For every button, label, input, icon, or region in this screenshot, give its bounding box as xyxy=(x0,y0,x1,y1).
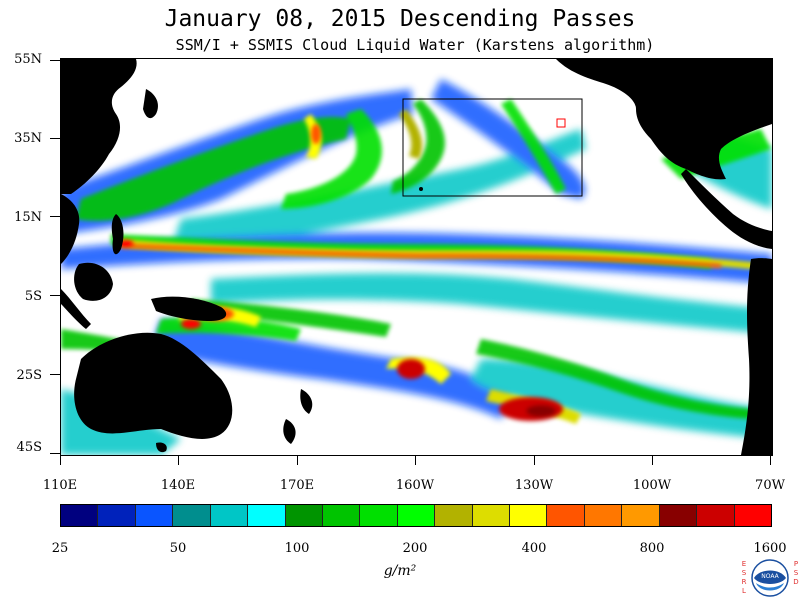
lon-tick xyxy=(297,455,298,465)
lon-tick xyxy=(178,455,179,465)
lat-label-5s: 5S xyxy=(24,289,42,304)
colorbar-swatch xyxy=(510,505,548,526)
lat-label-25s: 25S xyxy=(16,368,42,383)
colorbar-label-50: 50 xyxy=(169,541,187,556)
lat-label-15n: 15N xyxy=(14,210,42,225)
units-label: g/m² xyxy=(383,563,417,579)
lon-label-70w: 70W xyxy=(755,478,785,493)
philippines-land xyxy=(111,214,124,255)
cloud-water-map xyxy=(60,58,773,456)
lat-label-35n: 35N xyxy=(14,131,42,146)
colorbar-swatch xyxy=(435,505,473,526)
hawaii-land xyxy=(419,187,423,191)
lat-label-45s: 45S xyxy=(16,440,42,455)
new-zealand-north-land xyxy=(300,389,313,414)
cloud-field-peak xyxy=(118,124,721,421)
logo-text: NOAA xyxy=(761,573,779,580)
colorbar-label-400: 400 xyxy=(521,541,547,556)
logo-letter: E xyxy=(742,560,746,568)
colorbar-swatch xyxy=(210,505,249,526)
lat-tick xyxy=(50,374,60,375)
colorbar-swatch xyxy=(360,505,398,526)
colorbar-swatch xyxy=(584,505,623,526)
asia-land xyxy=(61,59,137,194)
lon-tick xyxy=(60,455,61,465)
south-america-land xyxy=(741,258,772,455)
colorbar-label-25: 25 xyxy=(51,541,69,556)
logo-letter: D xyxy=(793,578,798,586)
colorbar-swatch xyxy=(285,505,323,526)
colorbar-label-1600: 1600 xyxy=(753,541,787,556)
lat-label-55n: 55N xyxy=(14,52,42,67)
lat-tick xyxy=(50,138,60,139)
colorbar-label-200: 200 xyxy=(402,541,428,556)
lon-label-170e: 170E xyxy=(279,478,315,493)
australia-land xyxy=(74,332,233,439)
indochina-land xyxy=(61,194,80,264)
lat-tick xyxy=(50,60,60,61)
colorbar-swatch xyxy=(472,505,511,526)
colorbar xyxy=(60,504,772,527)
lon-tick xyxy=(770,455,771,465)
logo-letter: L xyxy=(742,587,746,595)
lon-label-160w: 160W xyxy=(395,478,435,493)
land-masses xyxy=(61,59,772,455)
lon-tick xyxy=(652,455,653,465)
new-guinea-land xyxy=(151,296,227,321)
new-zealand-south-land xyxy=(283,419,296,444)
page-subtitle: SSM/I + SSMIS Cloud Liquid Water (Karste… xyxy=(175,36,655,54)
colorbar-swatch xyxy=(622,505,660,526)
lon-label-140e: 140E xyxy=(160,478,196,493)
logo-letter: P xyxy=(794,560,798,568)
sumatra-land xyxy=(61,289,91,329)
lon-label-130w: 130W xyxy=(514,478,554,493)
colorbar-swatch xyxy=(248,505,286,526)
page-title: January 08, 2015 Descending Passes xyxy=(164,6,636,32)
highlight-box xyxy=(402,98,583,197)
colorbar-swatch xyxy=(697,505,735,526)
borneo-land xyxy=(74,262,113,301)
lat-tick xyxy=(50,216,60,217)
colorbar-swatch xyxy=(659,505,698,526)
colorbar-swatch xyxy=(173,505,211,526)
lon-label-110e: 110E xyxy=(42,478,78,493)
colorbar-label-100: 100 xyxy=(284,541,310,556)
lat-tick xyxy=(50,453,60,454)
colorbar-swatch xyxy=(397,505,436,526)
lon-label-100w: 100W xyxy=(632,478,672,493)
colorbar-swatch xyxy=(734,505,772,526)
colorbar-swatch xyxy=(547,505,585,526)
colorbar-label-800: 800 xyxy=(639,541,665,556)
logo-letter: S xyxy=(742,569,747,577)
logo-letter: S xyxy=(794,569,799,577)
map-graphic xyxy=(61,59,772,455)
lon-tick xyxy=(415,455,416,465)
colorbar-swatch xyxy=(98,505,136,526)
logo-letter: R xyxy=(742,578,747,586)
lon-tick xyxy=(534,455,535,465)
lat-tick xyxy=(50,295,60,296)
colorbar-swatch xyxy=(135,505,174,526)
north-america-land xyxy=(556,59,772,180)
colorbar-swatch xyxy=(61,505,99,526)
japan-land xyxy=(143,89,158,119)
tasmania-land xyxy=(156,442,167,453)
central-america-land xyxy=(681,169,772,249)
site-marker xyxy=(556,118,566,128)
colorbar-swatch xyxy=(322,505,361,526)
